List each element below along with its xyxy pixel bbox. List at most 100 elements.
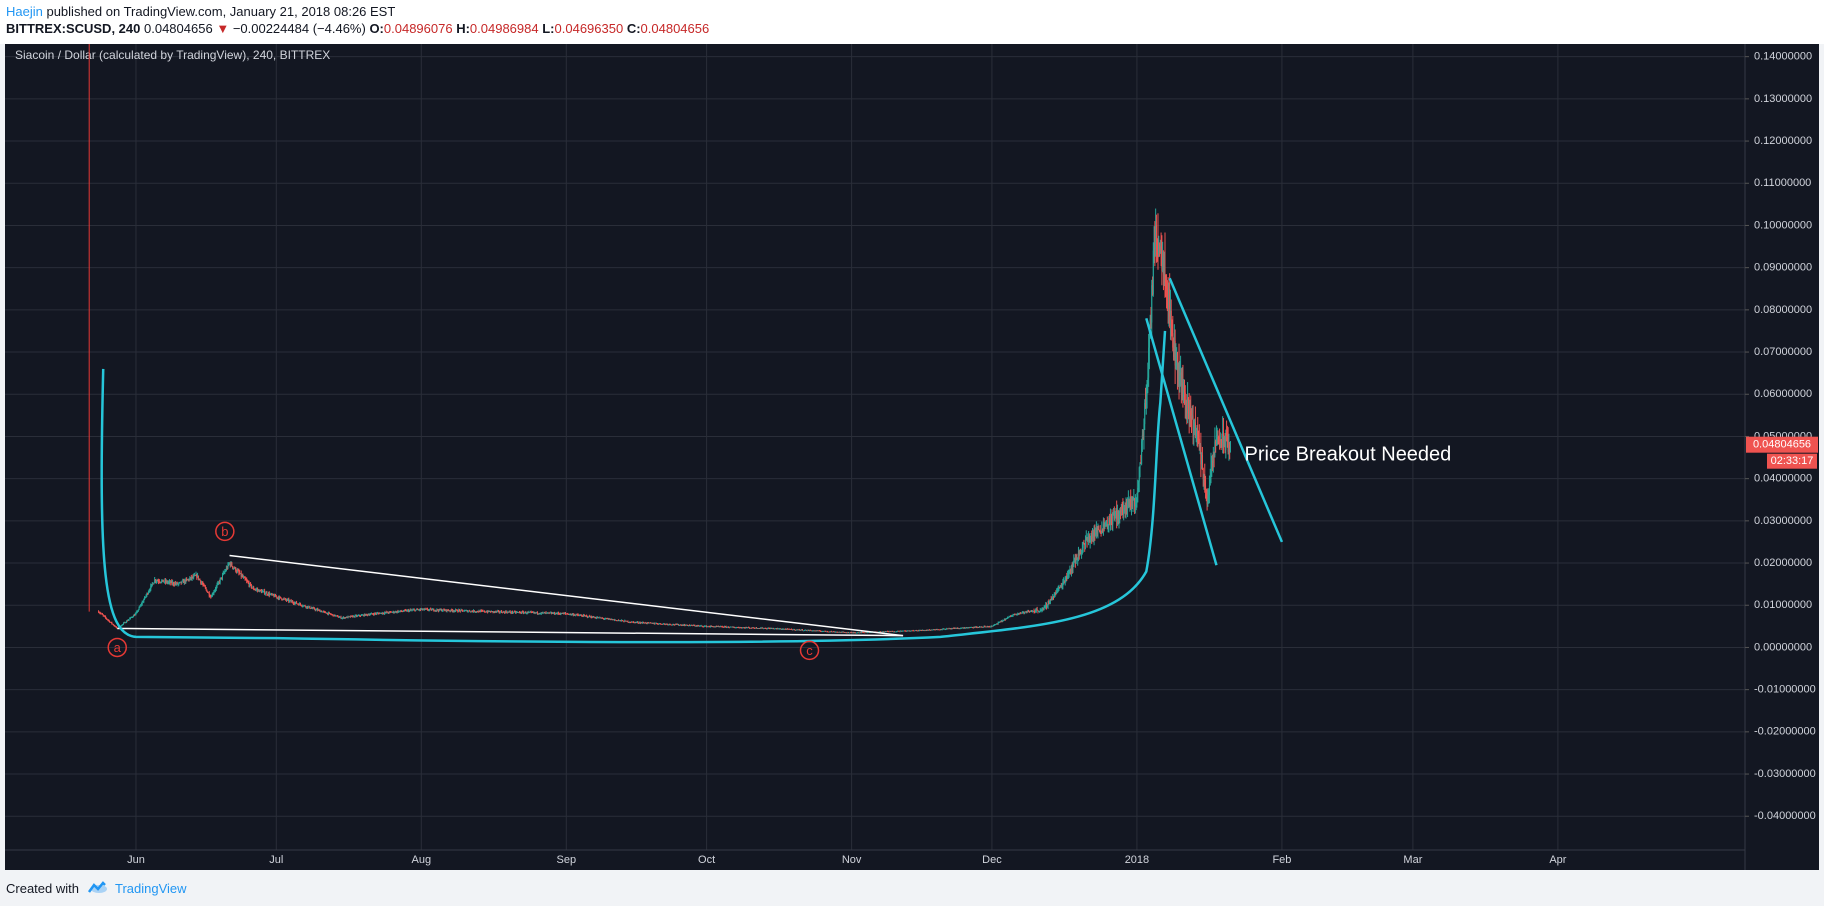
candle-body: [1219, 439, 1221, 442]
created-with-text: Created with: [6, 881, 79, 896]
candle-body: [112, 624, 114, 626]
candle-body: [121, 624, 123, 626]
candle-body: [1036, 609, 1038, 611]
candle-body: [226, 567, 228, 569]
price-chart[interactable]: Siacoin / Dollar (calculated by TradingV…: [0, 44, 1824, 870]
candle-body: [545, 612, 547, 614]
candle-body: [254, 589, 256, 591]
candle-body: [559, 613, 561, 615]
candle-body: [213, 591, 215, 594]
candle-body: [896, 631, 898, 633]
candle-body: [481, 610, 483, 612]
candle-body: [578, 615, 580, 616]
candle-body: [1203, 474, 1205, 480]
time-axis[interactable]: Jun Jul Aug Sep Oct Nov Dec 2018 Feb Mar Apr: [127, 854, 1567, 866]
candle-body: [974, 627, 976, 628]
candle-body: [939, 629, 941, 631]
tradingview-link[interactable]: TradingView: [114, 881, 187, 896]
candle-body: [820, 631, 822, 633]
candle-body: [1095, 527, 1097, 535]
candle-body: [558, 613, 560, 615]
candle-body: [194, 575, 196, 577]
candle-body: [773, 628, 775, 630]
candle-body: [726, 626, 728, 628]
candle-body: [671, 624, 673, 626]
candle-body: [124, 622, 126, 624]
candle-body: [312, 607, 314, 609]
candle-body: [527, 612, 529, 613]
y-tick-label: 0.06000000: [1754, 388, 1812, 400]
candle-body: [916, 630, 918, 632]
candle-body: [1115, 510, 1117, 518]
price-axis[interactable]: 0.140000000.130000000.120000000.11000000…: [1745, 51, 1816, 823]
candle-body: [204, 584, 206, 587]
candle-body: [492, 611, 494, 613]
candle-body: [854, 632, 856, 634]
candle-body: [214, 589, 216, 591]
candle-body: [204, 586, 206, 588]
candle-body: [549, 612, 551, 614]
candle-body: [885, 631, 887, 633]
candle-body: [756, 628, 758, 630]
candle-body: [451, 610, 453, 612]
candle-body: [1074, 558, 1076, 564]
candle-body: [828, 631, 830, 633]
candle-body: [1170, 310, 1172, 321]
candle-body: [540, 613, 542, 615]
candle-body: [618, 620, 620, 622]
candle-body: [410, 609, 412, 611]
candle-body: [626, 621, 628, 622]
candle-body: [574, 614, 576, 616]
candle-body: [293, 603, 295, 605]
candle-body: [1152, 285, 1154, 295]
candle-body: [722, 626, 724, 628]
candle-body: [865, 631, 867, 633]
y-tick-label: 0.00000000: [1754, 641, 1812, 653]
candle-body: [310, 608, 312, 609]
y-tick-label: 0.11000000: [1754, 177, 1811, 189]
candle-body: [130, 617, 132, 619]
candle-body: [1099, 530, 1101, 531]
countdown-tag-text: 02:33:17: [1771, 455, 1814, 467]
candle-body: [759, 627, 761, 629]
candle-body: [886, 631, 888, 633]
candle-body: [648, 622, 650, 624]
candle-body: [1066, 577, 1068, 579]
candle-body: [880, 631, 882, 633]
candle-body: [1191, 415, 1193, 418]
candle-body: [790, 628, 792, 630]
candle-body: [1190, 411, 1192, 416]
candle-body: [100, 613, 102, 615]
candle-body: [1138, 467, 1140, 482]
candle-body: [419, 609, 421, 610]
candle-body: [511, 611, 513, 613]
candle-body: [471, 610, 473, 612]
candle-body: [983, 626, 985, 628]
candle-body: [657, 623, 659, 625]
candle-body: [923, 630, 925, 632]
candle-body: [1031, 611, 1033, 613]
candle-body: [1060, 585, 1062, 587]
candle-body: [484, 611, 486, 613]
candle-body: [1157, 240, 1159, 253]
candle-body: [700, 625, 702, 627]
channel-lower-line: [1145, 317, 1218, 566]
author-link[interactable]: Haejin: [6, 4, 43, 19]
candle-body: [568, 614, 570, 616]
candle-body: [1180, 372, 1182, 386]
candle-body: [893, 631, 895, 633]
candle-body: [643, 622, 645, 624]
candle-body: [526, 612, 528, 614]
candle-body: [695, 625, 697, 627]
candle-body: [600, 617, 602, 619]
candle-body: [954, 627, 956, 629]
candle-body: [512, 612, 514, 614]
candle-body: [1133, 498, 1135, 500]
candle-body: [144, 596, 146, 598]
candle-body: [158, 580, 160, 582]
candle-body: [1211, 460, 1213, 466]
candle-body: [462, 610, 464, 612]
candle-body: [1179, 375, 1181, 385]
candle-body: [668, 623, 670, 625]
candle-body: [1116, 510, 1118, 520]
